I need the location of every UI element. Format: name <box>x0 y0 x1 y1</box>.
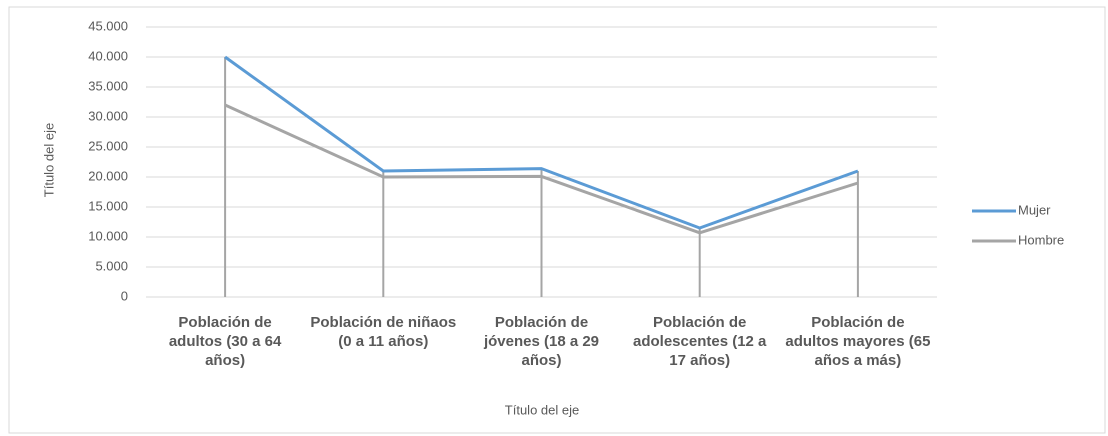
series-line <box>224 55 859 230</box>
x-axis-title: Título del eje <box>505 402 579 417</box>
x-tick-label: Población de adultos (30 a 64 años) <box>168 314 282 369</box>
chart-border <box>8 6 1106 434</box>
x-tick-label: Población de niñaos (0 a 11 años) <box>310 314 457 350</box>
y-tick-label: 10.000 <box>88 228 128 243</box>
y-tick-label: 25.000 <box>88 138 128 153</box>
y-tick-label: 5.000 <box>95 258 128 273</box>
x-tick-label: Población de jóvenes (18 a 29 años) <box>483 314 600 369</box>
legend-label: Hombre <box>1018 232 1064 247</box>
legend-label: Mujer <box>1018 202 1051 217</box>
x-tick-label: Población de adolescentes (12 a 17 años) <box>632 314 767 369</box>
x-tick-label: Población de adultos mayores (65 años a … <box>785 314 931 369</box>
y-tick-label: 35.000 <box>88 78 128 93</box>
y-tick-label: 20.000 <box>88 168 128 183</box>
y-axis-title: Título del eje <box>41 123 56 197</box>
series-line <box>224 103 859 235</box>
y-tick-label: 40.000 <box>88 48 128 63</box>
y-tick-label: 45.000 <box>88 18 128 33</box>
y-tick-label: 30.000 <box>88 108 128 123</box>
y-tick-label: 0 <box>121 288 128 303</box>
y-tick-label: 15.000 <box>88 198 128 213</box>
